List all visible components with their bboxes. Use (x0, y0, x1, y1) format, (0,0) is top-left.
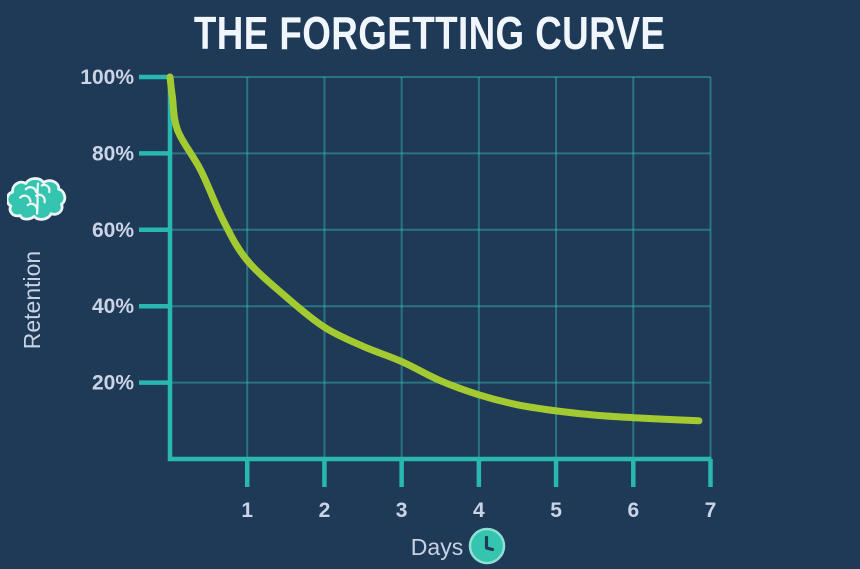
y-axis-tick-labels: 20% 40% 60% 80% 100% (80, 66, 134, 395)
x-axis-tick-labels: 1 2 3 4 5 6 7 (241, 499, 716, 522)
x-tick-label: 5 (550, 499, 562, 522)
x-tick-label: 6 (627, 499, 639, 522)
y-tick-label: 60% (92, 219, 134, 242)
y-axis-title: Retention (19, 251, 45, 349)
y-tick-label: 40% (92, 295, 134, 318)
x-tick-label: 1 (241, 499, 253, 522)
x-tick-label: 2 (319, 499, 331, 522)
x-tick-label: 4 (473, 499, 485, 522)
chart-grid (170, 76, 712, 459)
y-tick-label: 80% (92, 142, 134, 165)
page-title: THE FORGETTING CURVE (0, 4, 860, 60)
page-title-text: THE FORGETTING CURVE (194, 7, 666, 59)
x-axis-title: Days (411, 534, 463, 560)
brain-icon (7, 177, 67, 221)
chart-tick-marks (139, 74, 713, 487)
y-tick-label: 100% (80, 66, 134, 89)
y-tick-label: 20% (92, 372, 134, 395)
x-tick-label: 3 (396, 499, 408, 522)
x-tick-label: 7 (705, 499, 717, 522)
retention-curve (166, 73, 703, 425)
clock-icon (468, 527, 506, 565)
chart-axes (167, 75, 712, 462)
